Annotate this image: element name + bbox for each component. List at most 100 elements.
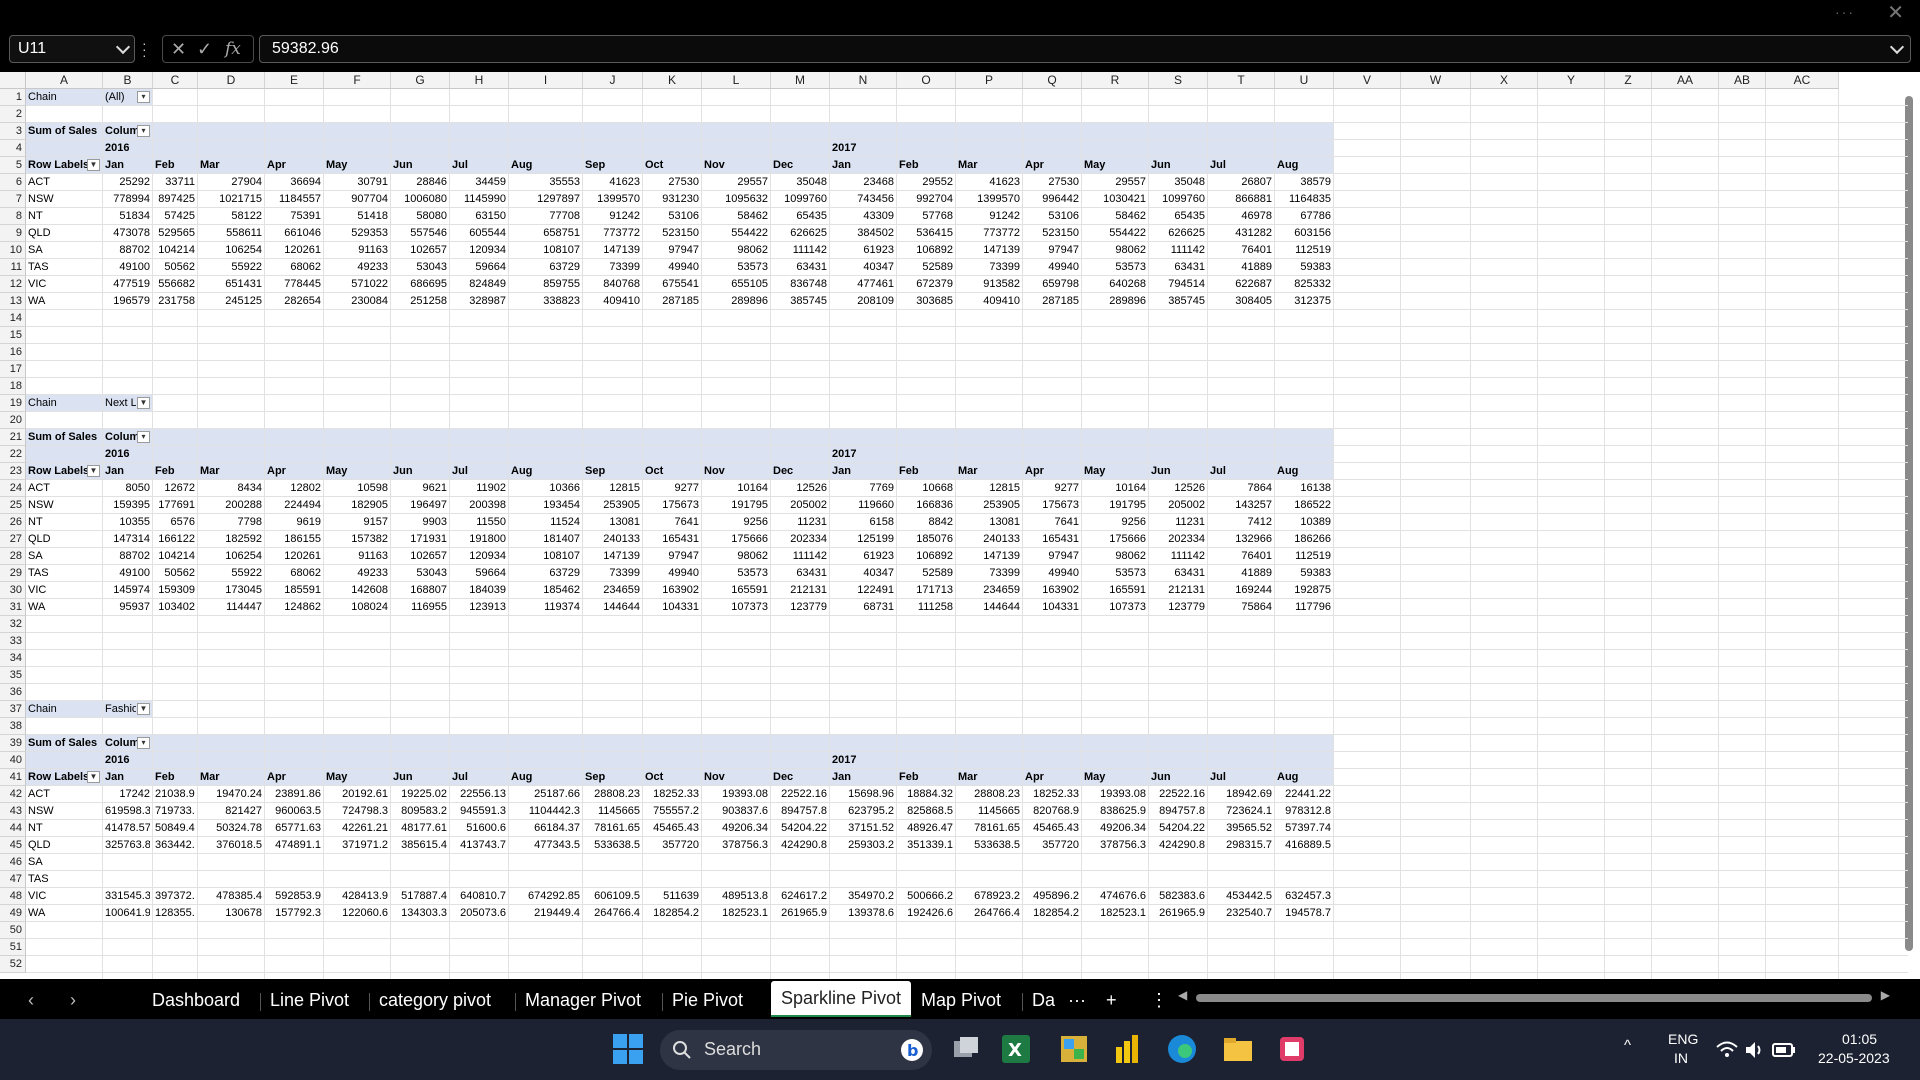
sales-value[interactable]: 73399 xyxy=(989,567,1020,579)
sales-value[interactable]: 773772 xyxy=(983,227,1020,239)
sales-value[interactable]: 15698.96 xyxy=(848,788,894,800)
month-header[interactable]: Sep xyxy=(585,159,606,171)
sheet-tab[interactable]: Map Pivot xyxy=(921,990,1002,1010)
sales-value[interactable]: 11231 xyxy=(797,516,827,528)
row-header[interactable]: 2 xyxy=(0,106,26,123)
filter-active-icon[interactable]: ▼ xyxy=(87,159,100,171)
file-explorer-icon[interactable] xyxy=(1222,1033,1254,1065)
sales-value[interactable]: 27904 xyxy=(231,176,262,188)
sales-value[interactable]: 49100 xyxy=(119,567,150,579)
sales-value[interactable] xyxy=(645,871,699,888)
sales-value[interactable]: 500666.2 xyxy=(907,890,953,902)
state-label[interactable]: ACT xyxy=(28,788,50,800)
sales-value[interactable]: 91242 xyxy=(609,210,640,222)
sales-value[interactable]: 98062 xyxy=(737,550,768,562)
sales-value[interactable]: 119374 xyxy=(544,601,580,613)
column-header[interactable]: G xyxy=(391,72,450,89)
state-label[interactable]: VIC xyxy=(28,584,47,596)
row-header[interactable]: 18 xyxy=(0,378,26,395)
column-header[interactable]: Y xyxy=(1538,72,1605,89)
sales-value[interactable]: 58462 xyxy=(737,210,768,222)
sales-value[interactable]: 473078 xyxy=(113,227,150,239)
sales-value[interactable]: 312375 xyxy=(1294,295,1331,307)
sales-value[interactable]: 191795 xyxy=(1109,499,1146,511)
month-header[interactable]: Apr xyxy=(1025,465,1044,477)
state-label[interactable]: SA xyxy=(28,244,43,256)
sales-value[interactable]: 111142 xyxy=(792,244,827,256)
sales-value[interactable]: 53573 xyxy=(737,567,768,579)
state-label[interactable]: NT xyxy=(28,516,43,528)
row-header[interactable]: 23 xyxy=(0,463,26,480)
month-header[interactable]: Jun xyxy=(393,159,413,171)
sales-value[interactable]: 821427 xyxy=(225,805,262,817)
confirm-icon[interactable]: ✓ xyxy=(197,39,213,59)
sales-value[interactable]: 163902 xyxy=(662,584,699,596)
sales-value[interactable]: 428413.9 xyxy=(342,890,388,902)
sales-value[interactable]: 91163 xyxy=(358,550,388,562)
sales-value[interactable]: 477519 xyxy=(113,278,150,290)
state-label[interactable]: TAS xyxy=(28,567,49,579)
sales-value[interactable]: 675541 xyxy=(662,278,699,290)
sales-value[interactable]: 182854.2 xyxy=(1033,907,1079,919)
row-header[interactable]: 40 xyxy=(0,752,26,769)
sales-value[interactable]: 282654 xyxy=(284,295,321,307)
sales-value[interactable]: 397372.6 xyxy=(155,890,195,902)
row-header[interactable]: 32 xyxy=(0,616,26,633)
formula-input[interactable]: 59382.96 xyxy=(259,35,1911,63)
clock-date[interactable]: 22-05-2023 xyxy=(1818,1050,1890,1066)
sales-value[interactable]: 10164 xyxy=(1115,482,1146,494)
sales-value[interactable]: 26807 xyxy=(1241,176,1272,188)
row-header[interactable]: 16 xyxy=(0,344,26,361)
sales-value[interactable] xyxy=(105,854,150,871)
filter-active-icon[interactable]: ▼ xyxy=(87,771,100,783)
sales-value[interactable]: 77708 xyxy=(549,210,580,222)
row-labels-header[interactable]: Row Labels xyxy=(28,159,90,171)
sales-value[interactable]: 231758 xyxy=(158,295,195,307)
sales-value[interactable]: 147139 xyxy=(983,550,1020,562)
month-header[interactable]: Jul xyxy=(452,159,468,171)
sales-value[interactable]: 245125 xyxy=(225,295,262,307)
sales-value[interactable]: 159309 xyxy=(158,584,195,596)
column-header[interactable]: Q xyxy=(1023,72,1082,89)
sales-value[interactable]: 173045 xyxy=(225,584,262,596)
sales-value[interactable]: 474891.1 xyxy=(275,839,321,851)
sales-value[interactable]: 477343.5 xyxy=(534,839,580,851)
sales-value[interactable]: 261965.9 xyxy=(781,907,827,919)
sales-value[interactable]: 52589 xyxy=(922,261,953,273)
sales-value[interactable]: 98062 xyxy=(737,244,768,256)
sales-value[interactable]: 19393.08 xyxy=(722,788,768,800)
column-header[interactable]: AB xyxy=(1719,72,1766,89)
sales-value[interactable]: 212131 xyxy=(1168,584,1205,596)
row-labels-header[interactable]: Row Labels xyxy=(28,771,90,783)
sales-value[interactable]: 12815 xyxy=(989,482,1020,494)
sales-value[interactable]: 378756.3 xyxy=(1100,839,1146,851)
month-header[interactable]: Jun xyxy=(393,465,413,477)
row-header[interactable]: 25 xyxy=(0,497,26,514)
sales-value[interactable]: 143257 xyxy=(1235,499,1272,511)
clock-time[interactable]: 01:05 xyxy=(1842,1031,1878,1047)
column-header[interactable]: E xyxy=(265,72,324,89)
sales-value[interactable]: 659798 xyxy=(1042,278,1079,290)
state-label[interactable]: QLD xyxy=(28,533,51,545)
sales-value[interactable]: 88702 xyxy=(119,244,150,256)
sales-value[interactable]: 12526 xyxy=(1174,482,1205,494)
sales-value[interactable]: 623795.2 xyxy=(848,805,894,817)
vertical-dots-icon[interactable]: · · · xyxy=(142,35,147,63)
sales-value[interactable]: 59664 xyxy=(475,261,506,273)
row-header[interactable]: 45 xyxy=(0,837,26,854)
sales-value[interactable]: 357720 xyxy=(662,839,699,851)
row-header[interactable]: 33 xyxy=(0,633,26,650)
sales-value[interactable]: 46978 xyxy=(1241,210,1272,222)
row-header[interactable]: 19 xyxy=(0,395,26,412)
month-header[interactable]: Apr xyxy=(1025,771,1044,783)
horizontal-scrollbar[interactable]: ◀ ▶ xyxy=(1178,988,1890,1005)
sales-value[interactable]: 22522.16 xyxy=(1159,788,1205,800)
sales-value[interactable]: 165591 xyxy=(731,584,768,596)
sales-value[interactable]: 57397.74 xyxy=(1285,822,1331,834)
sales-value[interactable]: 287185 xyxy=(662,295,699,307)
month-header[interactable]: Feb xyxy=(155,771,175,783)
sales-value[interactable]: 328987 xyxy=(469,295,506,307)
dropdown-arrow-icon[interactable]: ▾ xyxy=(137,91,150,103)
row-header[interactable]: 21 xyxy=(0,429,26,446)
sales-value[interactable] xyxy=(832,854,894,871)
